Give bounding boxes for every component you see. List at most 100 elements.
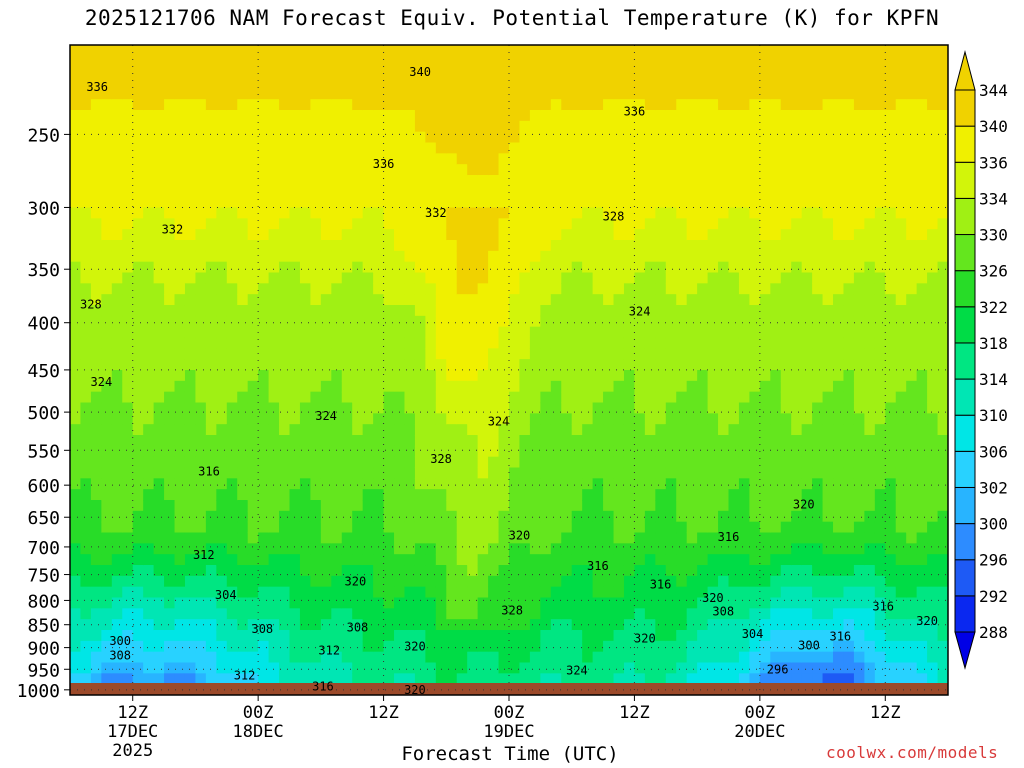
theta-cell — [686, 348, 698, 360]
theta-cell — [634, 175, 646, 187]
theta-cell — [853, 120, 865, 133]
theta-cell — [529, 153, 541, 165]
theta-cell — [738, 402, 750, 414]
theta-cell — [571, 153, 583, 165]
theta-cell — [394, 207, 406, 219]
theta-cell — [383, 66, 395, 79]
theta-cell — [874, 175, 886, 187]
theta-cell — [477, 99, 489, 111]
theta-cell — [174, 88, 186, 100]
theta-cell — [435, 348, 447, 360]
theta-cell — [603, 435, 615, 447]
theta-cell — [299, 283, 311, 295]
theta-cell — [644, 348, 656, 360]
theta-cell — [477, 510, 489, 523]
theta-cell — [258, 45, 270, 57]
theta-cell — [216, 196, 228, 209]
theta-cell — [362, 153, 374, 165]
theta-cell — [352, 110, 364, 122]
theta-cell — [853, 456, 865, 469]
theta-cell — [906, 662, 918, 674]
theta-cell — [623, 380, 636, 393]
theta-cell — [320, 586, 332, 599]
theta-cell — [603, 630, 615, 642]
theta-cell — [456, 370, 468, 382]
theta-cell — [258, 467, 270, 479]
theta-cell — [529, 229, 541, 241]
theta-cell — [853, 543, 865, 555]
theta-cell — [320, 131, 332, 144]
theta-cell — [519, 250, 531, 263]
theta-cell — [184, 153, 197, 165]
theta-cell — [435, 294, 447, 306]
theta-cell — [916, 424, 928, 436]
theta-cell — [143, 456, 155, 469]
theta-cell — [174, 261, 186, 274]
theta-cell — [320, 164, 332, 176]
theta-cell — [707, 185, 719, 198]
theta-cell — [174, 391, 186, 404]
theta-cell — [550, 45, 562, 57]
theta-cell — [509, 66, 521, 79]
theta-cell — [195, 630, 207, 642]
theta-cell — [111, 532, 123, 544]
theta-cell — [592, 229, 604, 241]
theta-cell — [373, 218, 385, 230]
theta-cell — [132, 196, 144, 209]
theta-cell — [216, 218, 228, 230]
theta-cell — [289, 272, 301, 284]
theta-cell — [195, 250, 207, 263]
theta-cell — [843, 175, 855, 187]
theta-cell — [864, 673, 876, 685]
theta-cell — [634, 510, 646, 523]
theta-cell — [728, 283, 740, 295]
theta-cell — [644, 240, 656, 252]
theta-cell — [509, 673, 521, 685]
theta-cell — [205, 66, 217, 79]
theta-cell — [853, 402, 865, 414]
theta-cell — [582, 315, 594, 328]
theta-cell — [529, 662, 541, 674]
theta-cell — [414, 66, 426, 79]
theta-cell — [80, 164, 92, 176]
theta-cell — [446, 521, 458, 534]
theta-cell — [843, 370, 855, 382]
theta-cell — [362, 359, 374, 371]
theta-cell — [122, 532, 134, 544]
theta-cell — [686, 120, 698, 133]
theta-cell — [184, 424, 197, 436]
theta-cell — [864, 532, 876, 544]
theta-cell — [90, 662, 102, 674]
theta-cell — [174, 66, 186, 79]
theta-cell — [279, 142, 291, 154]
theta-cell — [279, 250, 291, 263]
theta-cell — [70, 229, 82, 241]
theta-cell — [864, 359, 876, 371]
theta-cell — [885, 543, 897, 555]
theta-cell — [90, 597, 102, 609]
theta-cell — [164, 608, 176, 620]
theta-cell — [414, 640, 426, 653]
theta-cell — [707, 445, 719, 458]
theta-cell — [289, 305, 301, 317]
theta-cell — [561, 413, 573, 425]
theta-cell — [843, 272, 855, 284]
theta-cell — [383, 250, 395, 263]
theta-cell — [529, 66, 541, 79]
theta-cell — [80, 521, 92, 534]
theta-cell — [529, 489, 541, 501]
theta-cell — [331, 478, 343, 490]
theta-cell — [299, 261, 311, 274]
theta-cell — [446, 294, 458, 306]
theta-cell — [383, 185, 395, 198]
theta-cell — [299, 99, 311, 111]
theta-cell — [738, 99, 750, 111]
theta-cell — [320, 619, 332, 631]
theta-cell — [132, 229, 144, 241]
theta-cell — [299, 565, 311, 577]
theta-cell — [279, 164, 291, 176]
theta-cell — [195, 77, 207, 89]
theta-cell — [738, 575, 750, 588]
theta-cell — [414, 456, 426, 469]
theta-cell — [184, 294, 197, 306]
